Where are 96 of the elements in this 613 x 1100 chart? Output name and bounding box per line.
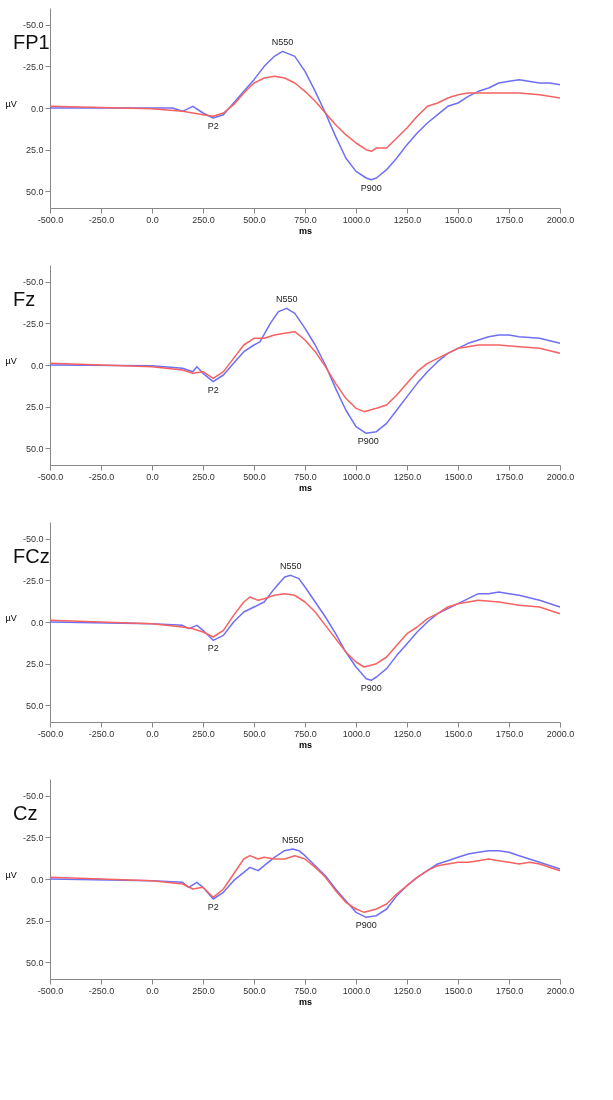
x-tick-label: 1500.0: [444, 214, 473, 225]
y-tick-label: 25.0: [25, 145, 44, 156]
x-tick-label: 1750.0: [495, 471, 524, 482]
x-tick-label: 1500.0: [444, 728, 473, 739]
x-tick-label: 750.0: [294, 214, 317, 225]
x-tick-label: 0.0: [146, 471, 159, 482]
annotation: N550: [271, 37, 294, 48]
x-tick-label: 1000.0: [342, 985, 371, 996]
x-tick-label: 2000.0: [546, 214, 575, 225]
y-tick-label: 25.0: [25, 659, 44, 670]
annotation: P2: [207, 121, 219, 131]
annotation: P2: [207, 384, 219, 395]
x-tick-label: 250.0: [192, 728, 215, 739]
x-tick-label: 0.0: [146, 214, 159, 225]
line-series: [49, 50, 561, 181]
x-tick-label: 1000.0: [342, 471, 371, 482]
x-tick-label: 2000.0: [546, 471, 575, 482]
x-tick-label: 1750.0: [495, 214, 524, 225]
annotation: P900: [360, 683, 382, 694]
line-series: [49, 854, 561, 914]
x-tick-label: 1750.0: [495, 728, 524, 739]
y-tick-label: -25.0: [22, 832, 44, 843]
x-tick-label: 1000.0: [342, 214, 371, 225]
y-tick-label: 0.0: [30, 617, 44, 628]
y-tick-label: -25.0: [22, 318, 44, 329]
x-tick-label: 1250.0: [393, 728, 422, 739]
line-series: [49, 574, 561, 682]
y-tick-label: 0.0: [30, 360, 44, 371]
x-tick-label: 1250.0: [393, 985, 422, 996]
y-tick-label: 50.0: [25, 700, 44, 711]
line-series: [49, 75, 561, 153]
x-tick-label: 1500.0: [444, 985, 473, 996]
x-tick-label: -500.0: [37, 728, 64, 739]
x-tick-label: 2000.0: [546, 985, 575, 996]
x-tick-label: 1000.0: [342, 728, 371, 739]
y-tick-label: 25.0: [25, 402, 44, 413]
x-tick-label: -500.0: [37, 985, 64, 996]
annotation: N550: [275, 294, 298, 305]
y-tick-label: 0.0: [30, 874, 44, 885]
y-tick-label: -50.0: [22, 791, 44, 802]
y-axis-title: µV: [5, 98, 17, 109]
x-axis-title: ms: [298, 225, 313, 236]
x-tick-label: -250.0: [88, 214, 115, 225]
y-tick-label: 25.0: [25, 916, 44, 927]
annotation: N550: [279, 561, 302, 572]
annotation: P900: [357, 436, 379, 447]
x-tick-label: 500.0: [243, 214, 266, 225]
x-axis-title: ms: [298, 996, 313, 1007]
y-tick-label: -50.0: [22, 20, 44, 31]
x-tick-label: 2000.0: [546, 728, 575, 739]
y-tick-label: -50.0: [22, 534, 44, 545]
y-axis-title: µV: [5, 612, 17, 623]
x-tick-label: 750.0: [294, 471, 317, 482]
x-tick-label: 1250.0: [393, 214, 422, 225]
text: Fz: [13, 288, 36, 310]
y-tick-label: 0.0: [30, 103, 44, 114]
x-axis-title: ms: [298, 482, 313, 493]
annotation: P900: [355, 920, 377, 931]
x-tick-label: 1500.0: [444, 471, 473, 482]
x-tick-label: 500.0: [243, 985, 266, 996]
y-tick-label: 50.0: [25, 957, 44, 968]
x-tick-label: 250.0: [192, 214, 215, 225]
x-tick-label: 500.0: [243, 728, 266, 739]
x-tick-label: -250.0: [88, 471, 115, 482]
annotation: P2: [207, 643, 219, 654]
x-tick-label: -250.0: [88, 985, 115, 996]
line-series: [49, 848, 561, 919]
line-series: [49, 330, 561, 413]
text: Cz: [13, 802, 38, 824]
y-tick-label: -50.0: [22, 277, 44, 288]
x-tick-label: 0.0: [146, 728, 159, 739]
line-series: [49, 592, 561, 668]
x-tick-label: -250.0: [88, 728, 115, 739]
line-series: [49, 307, 561, 435]
annotation: P900: [360, 182, 382, 193]
x-tick-label: 0.0: [146, 985, 159, 996]
y-tick-label: 50.0: [25, 186, 44, 197]
x-tick-label: 250.0: [192, 471, 215, 482]
y-axis-title: µV: [5, 355, 17, 366]
y-tick-label: 50.0: [25, 443, 44, 454]
x-tick-label: 750.0: [294, 728, 317, 739]
y-tick-label: -25.0: [22, 575, 44, 586]
y-axis-title: µV: [5, 869, 17, 880]
x-tick-label: -500.0: [37, 214, 64, 225]
annotation: P2: [207, 902, 219, 912]
x-tick-label: 1250.0: [393, 471, 422, 482]
x-tick-label: 500.0: [243, 471, 266, 482]
text: FCz: [13, 545, 50, 567]
x-tick-label: -500.0: [37, 471, 64, 482]
x-axis-title: ms: [298, 739, 313, 750]
text: FP1: [13, 31, 50, 53]
y-tick-label: -25.0: [22, 61, 44, 72]
x-tick-label: 1750.0: [495, 985, 524, 996]
x-tick-label: 750.0: [294, 985, 317, 996]
x-tick-label: 250.0: [192, 985, 215, 996]
annotation: N550: [282, 835, 304, 845]
